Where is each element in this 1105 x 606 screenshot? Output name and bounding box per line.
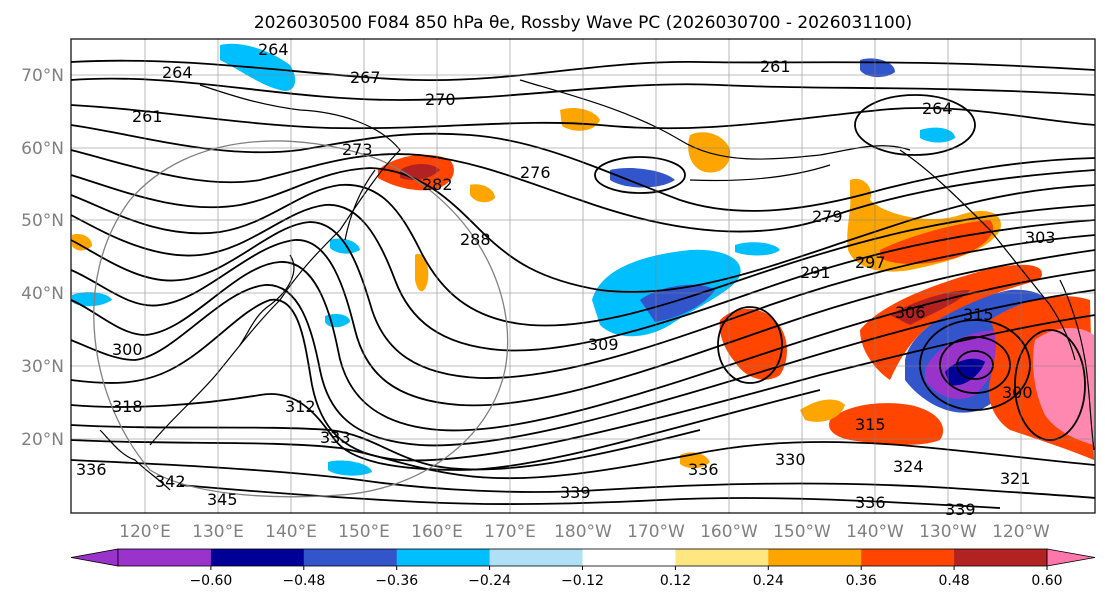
lon-label: 130°W (919, 522, 977, 542)
colorbar-tick-label: 0.24 (753, 573, 784, 589)
pos-anomaly-hawaii (829, 403, 944, 445)
colorbar-segment (396, 549, 491, 566)
colorbar-segment (118, 549, 212, 566)
lat-label: 50°N (21, 211, 64, 231)
contour-label: 276 (520, 163, 551, 182)
lon-label: 140°W (846, 522, 904, 542)
contour-label: 324 (893, 457, 924, 476)
lon-label: 150°W (773, 522, 831, 542)
colorbar: −0.60 −0.48 −0.36 −0.24 −0.12 0.12 0.24 0.36 0.4… (70, 548, 1096, 589)
neg-anomaly-gulf (735, 242, 780, 256)
contour-label: 303 (1025, 228, 1056, 247)
chart-title: 2026030500 F084 850 hPa θe, Rossby Wave … (254, 13, 912, 33)
contour-label: 300 (112, 340, 143, 359)
pos-anomaly-west (72, 234, 92, 251)
neg-anomaly-alaska (920, 127, 955, 143)
contour-labels: 264 264 267 270 261 261 264 273 276 282 … (76, 40, 1056, 519)
lon-label: 140°E (265, 522, 317, 542)
contour-label: 264 (922, 99, 953, 118)
lat-label: 40°N (21, 284, 64, 304)
contour-label: 288 (460, 230, 491, 249)
colorbar-segment (489, 549, 583, 566)
contour-label: 261 (132, 107, 163, 126)
colorbar-segment (861, 549, 955, 566)
colorbar-segment (582, 549, 676, 566)
contour-label: 336 (855, 493, 886, 512)
map-border (70, 38, 1096, 514)
lon-label: 160°E (411, 522, 463, 542)
contour-label: 342 (155, 472, 186, 491)
colorbar-tick-label: 0.36 (846, 573, 877, 589)
contour-label: 264 (258, 40, 289, 59)
colorbar-tick-label: 0.60 (1031, 573, 1062, 589)
graticule (71, 39, 1095, 513)
colorbar-segment (210, 549, 305, 566)
coastlines (99, 79, 1095, 491)
lon-label: 170°E (484, 522, 536, 542)
colorbar-tick-label: −0.12 (561, 573, 604, 589)
neg-anomaly-bering (610, 168, 675, 188)
lon-label: 170°W (627, 522, 685, 542)
colorbar-segment (303, 549, 398, 566)
colorbar-tick-label: −0.48 (282, 573, 325, 589)
pos-anomaly-hawaii-edge (800, 399, 845, 422)
neg-anomaly-west-pacific-1 (72, 292, 112, 307)
lon-label: 150°E (338, 522, 390, 542)
contour-label: 267 (350, 68, 381, 87)
contour-label: 336 (76, 460, 107, 479)
contour-label: 333 (320, 428, 351, 447)
contour-label: 270 (425, 90, 456, 109)
contour-label: 318 (112, 397, 143, 416)
colorbar-extend-low (70, 548, 119, 567)
lon-label: 160°W (700, 522, 758, 542)
contour-label: 315 (855, 415, 886, 434)
contour-label: 339 (945, 500, 976, 519)
pos-anomaly-japan-sea (415, 253, 429, 292)
colorbar-tick-label: 0.48 (939, 573, 970, 589)
contour-label: 279 (812, 207, 843, 226)
contour-label: 330 (775, 450, 806, 469)
neg-anomaly-kamchatka (330, 238, 360, 254)
contour-label: 300 (1002, 383, 1033, 402)
contour-label: 345 (207, 490, 238, 509)
colorbar-segment (954, 549, 1048, 566)
contour-label: 309 (588, 335, 619, 354)
contour-label: 261 (760, 57, 791, 76)
colorbar-tick-label: −0.36 (375, 573, 418, 589)
longitude-axis: 120°E 130°E 140°E 150°E 160°E 170°E 180°… (119, 522, 1050, 542)
colorbar-tick-label: 0.12 (660, 573, 691, 589)
colorbar-tick-label: −0.24 (468, 573, 511, 589)
contour-label: 339 (560, 483, 591, 502)
lon-label: 130°E (192, 522, 244, 542)
colorbar-segment (675, 549, 769, 566)
contour-label: 282 (422, 175, 453, 194)
theta-e-contours (70, 59, 1096, 509)
neg-anomaly-west-pacific-3 (328, 460, 372, 476)
lon-label: 180°W (554, 522, 612, 542)
lon-label: 120°W (992, 522, 1050, 542)
contour-label: 315 (963, 305, 994, 324)
contour-label: 306 (895, 303, 926, 322)
map-panel: 264 264 267 270 261 261 264 273 276 282 … (70, 38, 1096, 519)
colorbar-tick-label: −0.60 (189, 573, 232, 589)
contour-label: 312 (285, 397, 316, 416)
pos-anomaly-north-central (470, 184, 495, 203)
lat-label: 30°N (21, 357, 64, 377)
lat-label: 60°N (21, 139, 64, 159)
lon-label: 120°E (119, 522, 171, 542)
contour-label: 336 (688, 460, 719, 479)
contour-label: 297 (855, 253, 886, 272)
contour-label: 321 (1000, 469, 1031, 488)
lat-label: 20°N (21, 430, 64, 450)
great-circle-guide (93, 140, 509, 498)
latitude-axis: 70°N 60°N 50°N 40°N 30°N 20°N (21, 66, 64, 450)
contour-label: 273 (342, 140, 373, 159)
lat-label: 70°N (21, 66, 64, 86)
pos-anomaly-east-pacific-ring (860, 264, 1042, 380)
neg-anomaly-east-pacific-inner (945, 358, 985, 386)
contour-label: 264 (162, 63, 193, 82)
contour-label: 291 (800, 263, 831, 282)
colorbar-segment (768, 549, 862, 566)
colorbar-extend-high (1046, 548, 1096, 567)
